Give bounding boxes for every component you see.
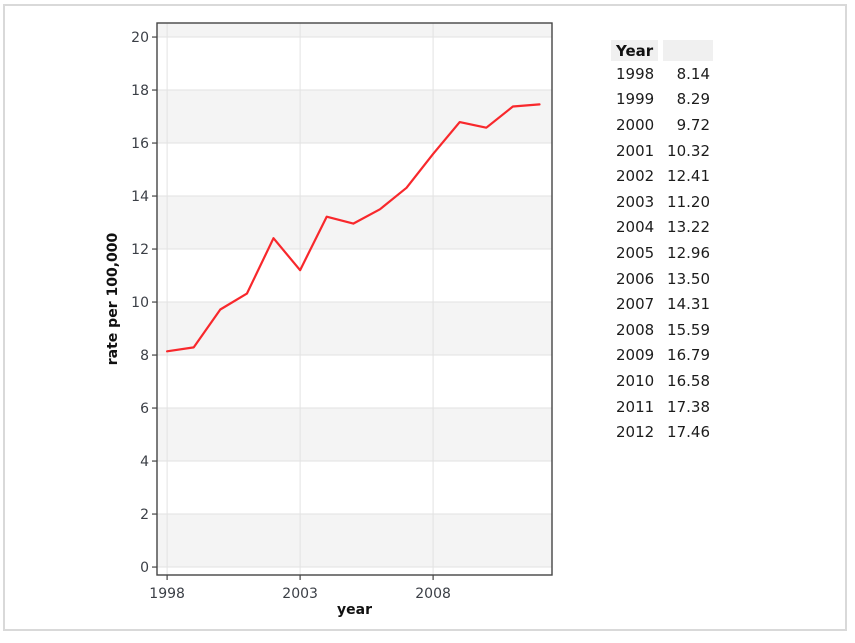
plot-band <box>157 408 552 462</box>
x-axis-title: year <box>337 602 372 618</box>
y-tick-label: 16 <box>131 136 149 152</box>
table-row: 2000 9.72 <box>611 112 713 138</box>
plot-band <box>157 90 552 144</box>
cell-value: 9.72 <box>676 115 710 134</box>
plot-band <box>157 23 552 38</box>
cell-value: 11.20 <box>667 192 710 211</box>
cell-year: 1999 <box>616 90 655 109</box>
cell-year: 2004 <box>616 218 655 237</box>
plot-band <box>157 302 552 356</box>
cell-year: 2007 <box>616 295 655 314</box>
cell-year: 1998 <box>616 64 655 83</box>
table-header-value <box>663 40 713 61</box>
x-tick-label: 2003 <box>282 586 318 602</box>
table-row: 2003 11.20 <box>611 189 713 215</box>
cell-value: 13.22 <box>667 218 710 237</box>
cell-value: 8.29 <box>676 90 710 109</box>
cell-year: 2005 <box>616 243 655 262</box>
y-tick-label: 6 <box>140 401 149 417</box>
x-tick-label: 1998 <box>149 586 185 602</box>
table-row: 2006 13.50 <box>611 266 713 292</box>
line-chart: 0 2 4 6 8 10 12 14 16 18 20 1998 2003 2008 year rate pe… <box>105 22 553 618</box>
cell-year: 2002 <box>616 167 655 186</box>
y-tick-label: 12 <box>131 242 149 258</box>
data-line <box>166 103 541 353</box>
table-row: 1999 8.29 <box>611 87 713 113</box>
table-row: 1998 8.14 <box>611 61 713 87</box>
table-row: 2008 15.59 <box>611 317 713 343</box>
table-row: 2002 12.41 <box>611 163 713 189</box>
table-row: 2012 17.46 <box>611 419 713 445</box>
table-body: 1998 8.14 1999 8.29 2000 9.72 2001 10.32 2002 12.… <box>611 61 713 445</box>
cell-year: 2008 <box>616 320 655 339</box>
cell-value: 14.31 <box>667 295 710 314</box>
cell-value: 8.14 <box>676 64 710 83</box>
cell-year: 2000 <box>616 115 655 134</box>
cell-year: 2001 <box>616 141 655 160</box>
table-header-year: Year <box>611 40 658 61</box>
cell-year: 2003 <box>616 192 655 211</box>
cell-value: 13.50 <box>667 269 710 288</box>
cell-year: 2009 <box>616 346 655 365</box>
x-tick-label: 2008 <box>415 586 451 602</box>
cell-value: 10.32 <box>667 141 710 160</box>
table-row: 2005 12.96 <box>611 240 713 266</box>
plot-band <box>157 514 552 568</box>
plot-border <box>156 22 553 576</box>
table-row: 2010 16.58 <box>611 368 713 394</box>
cell-value: 16.79 <box>667 346 710 365</box>
cell-year: 2010 <box>616 371 655 390</box>
y-tick-label: 14 <box>131 189 149 205</box>
cell-value: 12.96 <box>667 243 710 262</box>
table-row: 2009 16.79 <box>611 343 713 369</box>
cell-value: 17.38 <box>667 397 710 416</box>
cell-year: 2012 <box>616 423 655 442</box>
y-tick-label: 0 <box>140 560 149 576</box>
y-axis-title: rate per 100,000 <box>105 233 121 366</box>
table-row: 2011 17.38 <box>611 394 713 420</box>
table-header-row: Year <box>611 40 713 61</box>
data-table: Year 1998 8.14 1999 8.29 2000 9.72 2001 10.32 20… <box>606 40 718 445</box>
cell-value: 16.58 <box>667 371 710 390</box>
table-row: 2001 10.32 <box>611 138 713 164</box>
y-tick-label: 8 <box>140 348 149 364</box>
y-tick-label: 4 <box>140 454 149 470</box>
cell-value: 15.59 <box>667 320 710 339</box>
y-tick-label: 2 <box>140 507 149 523</box>
y-tick-label: 10 <box>131 295 149 311</box>
cell-value: 17.46 <box>667 423 710 442</box>
cell-year: 2006 <box>616 269 655 288</box>
cell-year: 2011 <box>616 397 655 416</box>
table-row: 2004 13.22 <box>611 215 713 241</box>
data-table-container: Year 1998 8.14 1999 8.29 2000 9.72 2001 10.32 20… <box>606 40 718 445</box>
cell-value: 12.41 <box>667 167 710 186</box>
table-head: Year <box>611 40 713 61</box>
y-tick-label: 18 <box>131 83 149 99</box>
table-row: 2007 14.31 <box>611 291 713 317</box>
y-tick-label: 20 <box>131 30 149 46</box>
